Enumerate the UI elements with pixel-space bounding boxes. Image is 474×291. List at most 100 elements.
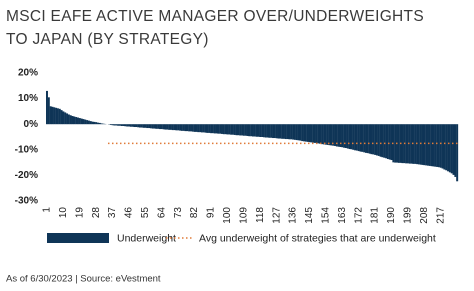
bar	[67, 114, 70, 125]
bar	[332, 124, 335, 146]
bar	[437, 124, 440, 168]
bar	[195, 124, 198, 132]
bar	[64, 112, 67, 125]
bar	[330, 124, 333, 146]
bar	[177, 124, 180, 131]
bar	[164, 124, 167, 130]
bar	[160, 124, 163, 130]
bar	[421, 124, 424, 165]
bar	[168, 124, 171, 130]
x-tick-label: 28	[91, 207, 102, 219]
bar	[197, 124, 200, 133]
x-tick-label: 145	[304, 207, 315, 224]
bar	[162, 124, 165, 130]
x-tick-label: 37	[107, 207, 118, 219]
bar	[213, 124, 216, 134]
bar	[97, 122, 100, 125]
bar	[266, 124, 269, 138]
y-tick-label: -20%	[15, 170, 38, 181]
bar	[390, 124, 393, 161]
bar	[60, 110, 63, 125]
bar	[193, 124, 196, 132]
bar	[142, 124, 145, 128]
legend-swatch	[47, 233, 109, 243]
bar	[244, 124, 247, 136]
bar	[293, 124, 296, 140]
x-tick-label: 64	[156, 207, 167, 219]
bar	[129, 124, 132, 127]
bar	[199, 124, 202, 133]
bar	[169, 124, 172, 130]
bar	[159, 124, 161, 130]
bar	[339, 124, 342, 147]
bar	[408, 124, 411, 164]
bar	[335, 124, 338, 147]
bar	[344, 124, 347, 149]
x-tick-label: 172	[353, 207, 364, 224]
bar	[273, 124, 276, 139]
x-tick-label: 127	[271, 207, 282, 224]
x-tick-label: 109	[238, 207, 249, 224]
x-tick-label: 190	[386, 207, 397, 224]
bar	[118, 124, 121, 126]
bar	[89, 121, 92, 125]
bar	[303, 124, 306, 142]
x-tick-label: 199	[403, 207, 414, 224]
bar	[419, 124, 422, 165]
bar	[275, 124, 278, 139]
bar	[55, 107, 58, 125]
bar	[405, 124, 408, 164]
bar	[315, 124, 318, 144]
bar	[191, 124, 194, 132]
x-tick-label: 100	[222, 207, 233, 224]
bar	[410, 124, 413, 164]
bar	[379, 124, 382, 157]
bar	[111, 124, 114, 126]
bar	[109, 124, 112, 125]
bar	[253, 124, 256, 137]
bar	[381, 124, 384, 158]
bar	[383, 124, 386, 158]
x-tick-label: 181	[370, 207, 381, 224]
x-tick-label: 55	[140, 207, 151, 219]
bar	[237, 124, 240, 136]
bar	[317, 124, 320, 144]
bar	[361, 124, 364, 152]
bar	[140, 124, 143, 128]
bar	[355, 124, 358, 151]
bar	[122, 124, 125, 126]
bar	[456, 124, 459, 182]
bar	[259, 124, 262, 137]
bar	[359, 124, 362, 152]
bar	[62, 111, 65, 125]
bar	[148, 124, 151, 129]
bar	[363, 124, 366, 153]
bar	[284, 124, 287, 140]
bar	[341, 124, 344, 148]
bar	[46, 90, 48, 125]
bar	[277, 124, 280, 139]
bar	[416, 124, 419, 165]
bar	[388, 124, 391, 160]
bar	[385, 124, 388, 159]
bar	[182, 124, 185, 131]
bar	[430, 124, 433, 167]
bar	[210, 124, 213, 134]
bar	[264, 124, 267, 138]
bar	[202, 124, 205, 133]
bar	[443, 124, 446, 170]
bar	[337, 124, 340, 147]
bar	[261, 124, 264, 137]
bar	[372, 124, 375, 155]
bar	[102, 123, 105, 125]
bar	[365, 124, 367, 153]
bar	[377, 124, 380, 156]
bar	[126, 124, 129, 127]
bar	[58, 108, 61, 125]
bar	[146, 124, 149, 129]
bar	[200, 124, 203, 133]
bar	[184, 124, 187, 132]
bar	[354, 124, 357, 151]
bar	[447, 124, 450, 172]
bar	[427, 124, 429, 166]
